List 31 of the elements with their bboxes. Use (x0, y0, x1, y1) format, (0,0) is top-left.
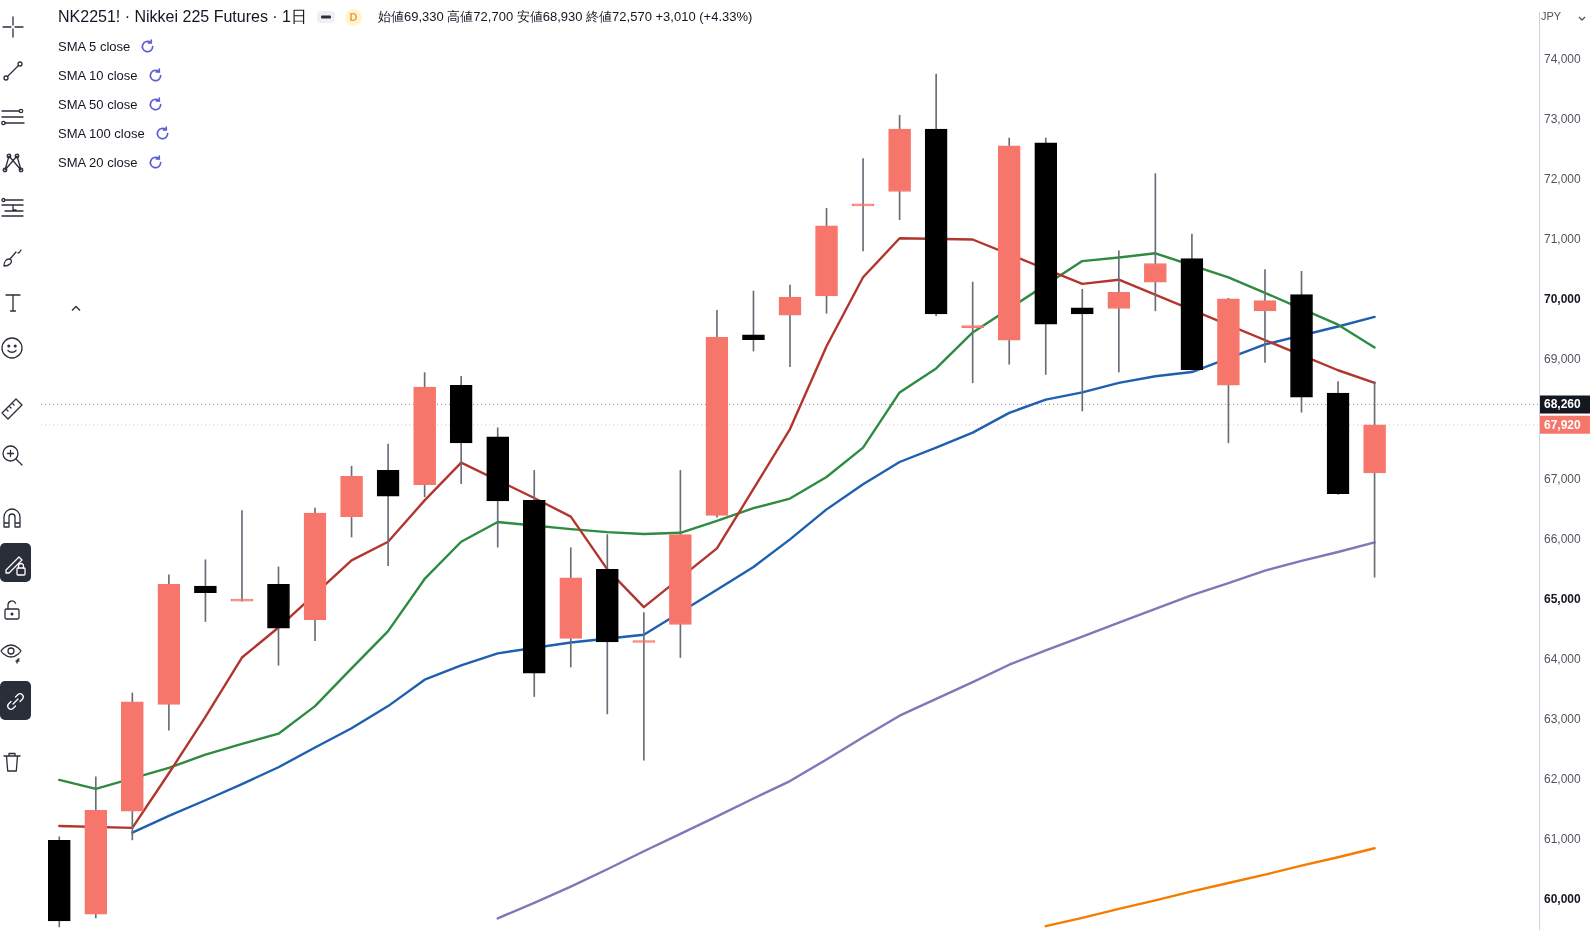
y-tick-label: 61,000 (1544, 832, 1582, 847)
annotation: SMA 100 close (58, 125, 145, 141)
chart-title: NK2251! · Nikkei 225 Futures · 1日 (58, 6, 307, 27)
y-tick-label: 60,000 (1544, 892, 1582, 907)
candlestick (1253, 269, 1277, 363)
annotation: SMA 10 close (58, 67, 138, 83)
annotation: SMA 50 close (58, 96, 138, 112)
y-tick-label: 63,000 (1544, 712, 1582, 727)
annotation: SMA 20 close (58, 154, 138, 170)
y-tick-label: 69,000 (1544, 352, 1582, 367)
y-tick-label: 62,000 (1544, 772, 1582, 787)
y-tick-label: 71,000 (1544, 232, 1582, 247)
y-tick-label: 74,000 (1544, 52, 1582, 67)
candlestick (1107, 250, 1131, 373)
candlestick (632, 612, 656, 761)
chart-subtitle: 始値69,330 高値72,700 安値68,930 終値72,570 +3,010 (+4.33%) (378, 8, 753, 26)
ref-line-label: 67,920 (1544, 417, 1582, 432)
y-tick-label: 73,000 (1544, 112, 1582, 127)
y-tick-label: 67,000 (1544, 472, 1582, 487)
candlestick (961, 281, 985, 384)
ref-line-label: 68,260 (1544, 397, 1582, 412)
y-tick-label: 70,000 (1544, 292, 1582, 307)
annotation: D (345, 8, 362, 26)
y-tick-label: 66,000 (1544, 532, 1582, 547)
y-tick-label: 72,000 (1544, 172, 1582, 187)
annotation: SMA 5 close (58, 38, 131, 54)
y-axis-title: JPY (1541, 10, 1562, 22)
candlestick (376, 443, 400, 567)
candlestick (778, 284, 802, 367)
y-tick-label: 64,000 (1544, 652, 1582, 667)
y-tick-label: 65,000 (1544, 592, 1582, 607)
